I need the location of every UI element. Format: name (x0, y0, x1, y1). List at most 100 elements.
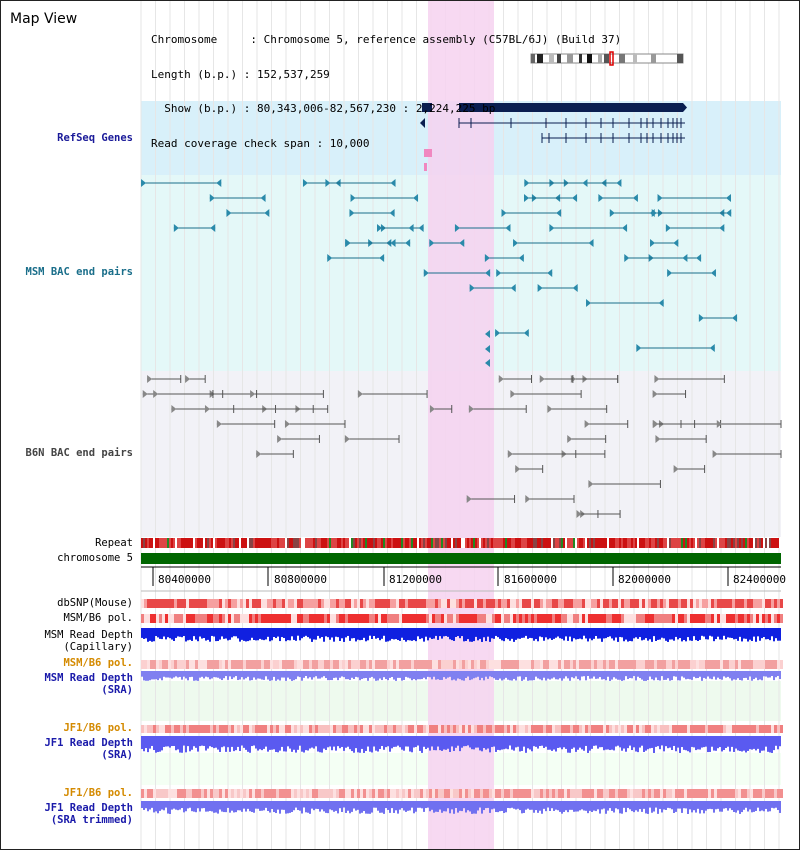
read-depth-bar (365, 628, 367, 642)
read-depth-bar (485, 801, 487, 809)
read-depth-bar (353, 628, 355, 639)
read-depth-bar (575, 801, 577, 812)
track-label-dbsnp[interactable]: dbSNP(Mouse) (57, 597, 133, 609)
repeat-segment (283, 538, 285, 548)
read-depth-bar (495, 628, 497, 636)
polymorphism-cell (507, 789, 510, 798)
polymorphism-cell (561, 660, 564, 669)
track-label-jf1-b6-pol[interactable]: JF1/B6 pol. (63, 722, 133, 734)
polymorphism-cell (399, 789, 402, 798)
polymorphism-cell (183, 660, 186, 669)
read-depth-bar (215, 736, 217, 748)
bac-end-arrow (582, 179, 588, 187)
read-depth-bar (419, 801, 421, 808)
polymorphism-cell (354, 725, 357, 733)
read-depth-bar (423, 628, 425, 642)
ruler-tick-label: 80800000 (274, 573, 327, 586)
read-depth-bar (629, 736, 631, 746)
polymorphism-cell (183, 614, 186, 623)
track-label-jf1-b6-pol-trimmed[interactable]: JF1/B6 pol. (63, 787, 133, 799)
read-depth-bar (417, 736, 419, 746)
read-depth-bar (681, 628, 683, 642)
track-label-chromosome[interactable]: chromosome 5 (57, 552, 133, 564)
polymorphism-cell (528, 614, 531, 623)
polymorphism-cell (585, 599, 588, 608)
track-label-msm-depth-sra[interactable]: MSM Read Depth (SRA) (44, 672, 133, 696)
polymorphism-cell (228, 614, 231, 623)
polymorphism-cell (333, 660, 336, 669)
read-depth-bar (465, 736, 467, 747)
read-depth-bar (515, 671, 517, 681)
track-label-msm-bac[interactable]: MSM BAC end pairs (25, 266, 133, 278)
read-depth-bar (215, 671, 217, 678)
repeat-segment (573, 538, 575, 548)
polymorphism-cell (183, 725, 186, 733)
read-depth-bar (627, 736, 629, 749)
polymorphism-cell (180, 660, 183, 669)
read-depth-bar (569, 671, 571, 681)
polymorphism-cell (381, 660, 384, 669)
track-label-msm-b6-pol-sra[interactable]: MSM/B6 pol. (63, 657, 133, 669)
bac-end-arrow (429, 405, 435, 413)
polymorphism-cell (186, 660, 189, 669)
read-depth-bar (585, 801, 587, 811)
read-depth-bar (177, 628, 179, 637)
polymorphism-cell (756, 789, 759, 798)
read-depth-bar (325, 801, 327, 813)
track-label-repeat[interactable]: Repeat (95, 537, 133, 549)
polymorphism-cell (357, 614, 360, 623)
read-depth-bar (581, 671, 583, 677)
track-label-jf1-depth-trimmed[interactable]: JF1 Read Depth (SRA trimmed) (44, 802, 133, 826)
read-depth-bar (355, 671, 357, 677)
read-depth-bar (665, 801, 667, 810)
read-depth-bar (545, 736, 547, 747)
repeat-segment (165, 538, 167, 548)
polymorphism-cell (408, 599, 411, 608)
read-depth-bar (367, 736, 369, 747)
polymorphism-cell (282, 725, 285, 733)
polymorphism-cell (573, 614, 576, 623)
read-depth-bar (227, 736, 229, 748)
polymorphism-cell (243, 614, 246, 623)
read-depth-bar (313, 736, 315, 749)
polymorphism-cell (696, 789, 699, 798)
polymorphism-cell (699, 725, 702, 733)
read-depth-bar (435, 801, 437, 812)
polymorphism-cell (639, 614, 642, 623)
read-depth-bar (719, 736, 721, 748)
read-depth-bar (759, 671, 761, 680)
polymorphism-cell (426, 725, 429, 733)
polymorphism-cell (384, 725, 387, 733)
polymorphism-cell (186, 725, 189, 733)
read-depth-bar (685, 628, 687, 642)
bac-end-arrow (484, 254, 490, 262)
read-depth-bar (437, 736, 439, 747)
bac-end-arrow (284, 420, 290, 428)
repeat-segment (641, 538, 643, 548)
read-depth-bar (535, 671, 537, 677)
track-label-msm-b6-pol[interactable]: MSM/B6 pol. (63, 612, 133, 624)
polymorphism-cell (675, 789, 678, 798)
read-depth-bar (395, 801, 397, 811)
track-label-msm-depth-capillary[interactable]: MSM Read Depth (Capillary) (44, 629, 133, 653)
track-label-jf1-depth[interactable]: JF1 Read Depth (SRA) (44, 737, 133, 761)
read-depth-bar (359, 801, 361, 814)
polymorphism-cell (639, 599, 642, 608)
track-label-refseq[interactable]: RefSeq Genes (57, 132, 133, 144)
read-depth-bar (741, 801, 743, 813)
repeat-segment (183, 538, 185, 548)
read-depth-bar (259, 736, 261, 750)
track-label-line: (SRA trimmed) (50, 814, 133, 826)
polymorphism-cell (276, 789, 279, 798)
track-label-b6n-bac[interactable]: B6N BAC end pairs (25, 447, 133, 459)
repeat-segment (199, 538, 201, 548)
bac-end-arrow (588, 480, 594, 488)
read-depth-bar (549, 671, 551, 680)
polymorphism-cell (495, 660, 498, 669)
read-depth-bar (705, 671, 707, 679)
read-depth-bar (377, 671, 379, 681)
polymorphism-cell (240, 789, 243, 798)
polymorphism-cell (528, 660, 531, 669)
read-depth-bar (345, 628, 347, 638)
